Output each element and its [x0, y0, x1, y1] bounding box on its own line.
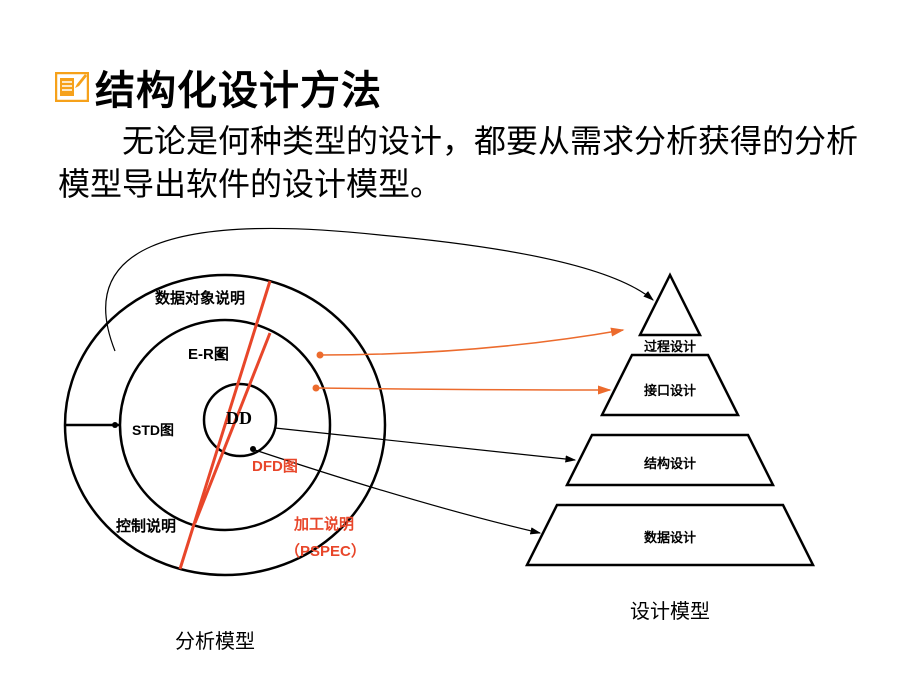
label-std: STD图 [132, 420, 174, 440]
diagram-area: 数据对象说明 E-R图 DD STD图 DFD图 控制说明 加工说明 （PSPE… [40, 225, 890, 665]
label-dfd: DFD图 [252, 455, 298, 476]
title-row: 结构化设计方法 [55, 58, 382, 116]
label-pspec1: 加工说明 [294, 513, 354, 534]
body-text: 无论是何种类型的设计，都要从需求分析获得的分析模型导出软件的设计模型。 [58, 120, 868, 206]
pyramid-level-3: 数据设计 [644, 527, 696, 546]
label-er: E-R图 [188, 343, 229, 364]
circle-caption: 分析模型 [175, 625, 255, 654]
document-edit-icon [55, 72, 89, 102]
label-pspec2: （PSPEC） [285, 540, 366, 561]
pyramid-level-2: 结构设计 [644, 453, 696, 472]
label-dd: DD [226, 408, 252, 429]
pyramid-level-0: 过程设计 [644, 336, 696, 355]
label-outer-top: 数据对象说明 [155, 287, 245, 308]
page-title: 结构化设计方法 [95, 58, 382, 116]
label-ctrl: 控制说明 [116, 515, 176, 536]
pyramid-caption: 设计模型 [630, 595, 710, 624]
pyramid-level-1: 接口设计 [644, 380, 696, 399]
